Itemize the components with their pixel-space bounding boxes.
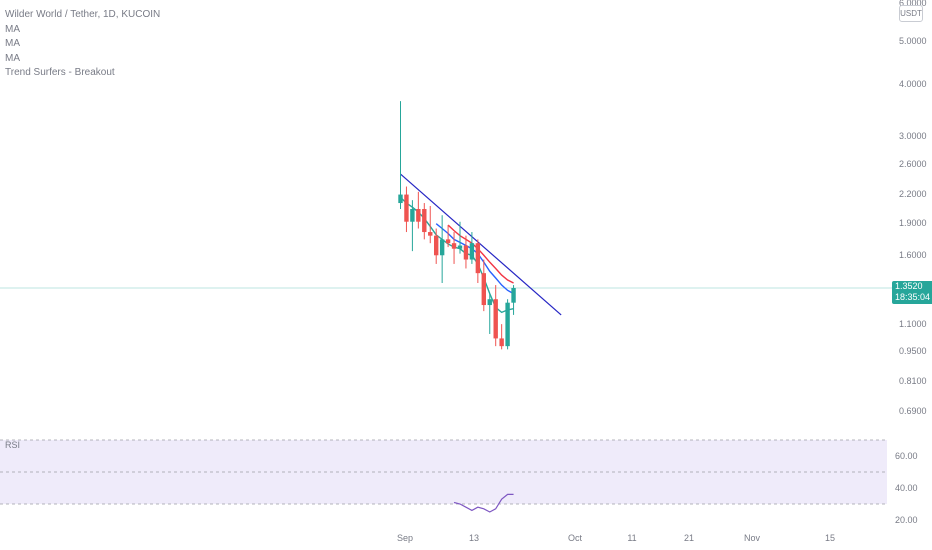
price-axis-tick: 0.9500 <box>899 346 927 356</box>
ma-slow-line <box>447 224 514 284</box>
candle-body <box>416 209 421 222</box>
currency-badge[interactable]: USDT <box>899 5 923 22</box>
time-axis-tick: Nov <box>744 533 761 543</box>
ma-mid-line <box>435 223 514 295</box>
rsi-pane-title[interactable]: RSI <box>5 440 21 450</box>
candle-body <box>434 235 439 256</box>
candle-body <box>481 273 486 306</box>
rsi-axis-tick: 40.00 <box>895 483 918 493</box>
time-axis-tick: 15 <box>825 533 835 543</box>
candle-body <box>487 299 492 306</box>
rsi-axis-tick: 20.00 <box>895 515 918 525</box>
indicator-ma-3[interactable]: MA <box>5 52 20 64</box>
candle-body <box>469 243 475 260</box>
candle-body <box>505 302 510 347</box>
candle-body <box>511 288 516 303</box>
last-price-value: 1.3520 <box>895 281 923 291</box>
candle-body <box>445 239 451 244</box>
price-axis-tick: 1.6000 <box>899 250 927 260</box>
rsi-line <box>453 493 514 513</box>
chart-legend: Wilder World / Tether, 1D, KUCOIN MA MA … <box>5 8 160 81</box>
indicator-ma-1[interactable]: MA <box>5 23 20 35</box>
price-axis-tick: 2.6000 <box>899 159 927 169</box>
candle-body <box>475 243 481 274</box>
time-axis-tick: 21 <box>684 533 694 543</box>
price-axis-tick: 0.6900 <box>899 406 927 416</box>
candle-body <box>428 232 433 236</box>
rsi-axis-tick: 60.00 <box>895 451 918 461</box>
candle-body <box>422 209 427 233</box>
price-axis-tick: 3.0000 <box>899 131 927 141</box>
price-axis-tick: 4.0000 <box>899 79 927 89</box>
price-axis-tick: 1.9000 <box>899 218 927 228</box>
candle-body <box>410 209 415 222</box>
candle-body <box>451 243 457 249</box>
price-axis-tick: 0.8100 <box>899 376 927 386</box>
candle-body <box>499 338 504 347</box>
last-price-tag: 1.3520 18:35:04 <box>892 281 932 304</box>
time-axis-tick: Oct <box>568 533 583 543</box>
price-axis-tick: 2.2000 <box>899 189 927 199</box>
price-axis-tick: 1.1000 <box>899 319 927 329</box>
price-axis-tick: 6.0000 <box>899 0 927 8</box>
time-axis-tick: 13 <box>469 533 479 543</box>
symbol-title[interactable]: Wilder World / Tether, 1D, KUCOIN <box>5 9 161 20</box>
indicator-ma-2[interactable]: MA <box>5 38 20 49</box>
candle-body <box>439 239 445 256</box>
candle-body <box>463 245 469 260</box>
trend-line <box>400 173 562 316</box>
price-axis-tick: 5.0000 <box>899 36 927 46</box>
candle-body <box>457 245 463 249</box>
time-axis-tick: 11 <box>627 533 636 543</box>
candle-body <box>493 299 498 339</box>
bar-countdown: 18:35:04 <box>895 292 931 302</box>
candle-body <box>404 194 409 222</box>
indicator-trend-surfers[interactable]: Trend Surfers - Breakout <box>5 67 115 78</box>
time-axis-tick: Sep <box>397 533 413 543</box>
candle-body <box>398 194 403 204</box>
